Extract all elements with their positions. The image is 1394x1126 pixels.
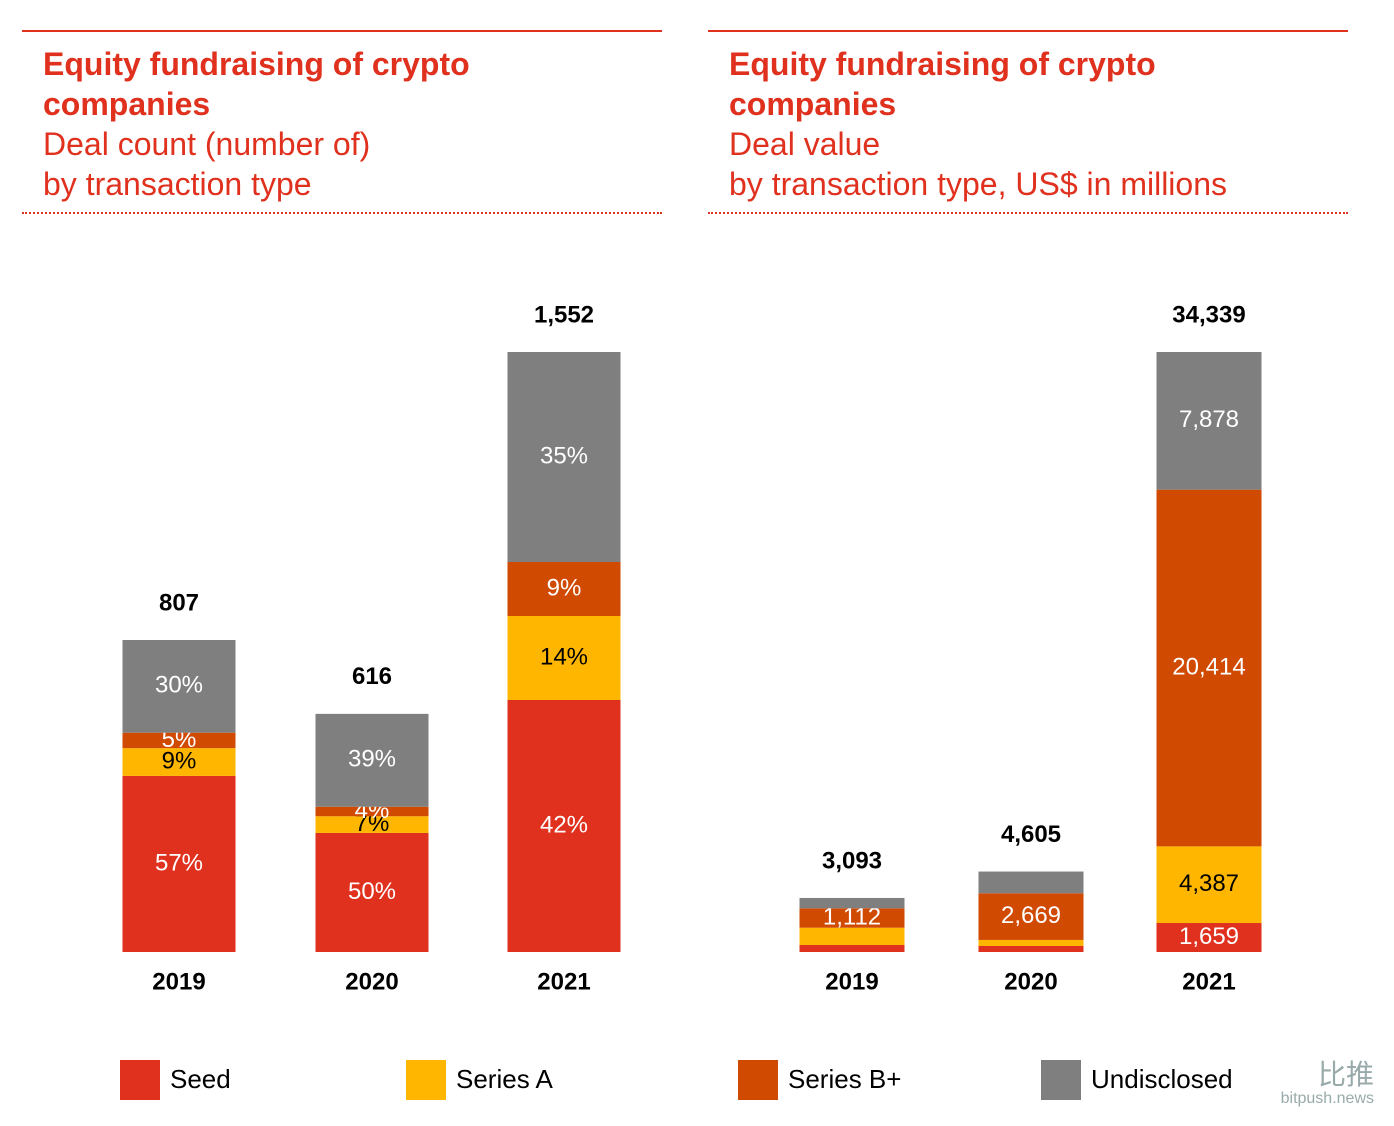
bar-segment [978,945,1084,952]
bar-segment [507,352,621,562]
bar-segment [315,832,429,952]
x-tick-label: 2020 [1004,968,1057,995]
bar-segment [315,806,429,817]
legend-label: Series A [456,1064,553,1094]
legend-label: Series B+ [788,1064,901,1094]
bar-segment [315,816,429,833]
bar-segment [799,897,905,909]
chart-title: Equity fundraising of crypto companies [729,46,1156,122]
legend-swatch [738,1060,778,1100]
data-label: 2,669 [1001,902,1061,929]
data-label: 9% [162,747,197,774]
watermark-brand: 比推 [1317,1059,1374,1090]
header: Equity fundraising of crypto companies D… [708,30,1348,214]
bar-segment [507,616,621,700]
bar-segment [122,732,236,749]
bar-segment [1156,923,1262,952]
data-label: 42% [540,811,588,838]
data-label: 1,659 [1179,923,1239,950]
legend-label: Seed [170,1064,231,1094]
x-tick-label: 2021 [537,968,590,995]
total-label: 616 [352,663,392,690]
bar-segment [1156,352,1262,490]
legend-swatch [406,1060,446,1100]
bar-segment [1156,489,1262,847]
data-label: 14% [540,643,588,670]
bar-segment [122,775,236,952]
x-tick-label: 2021 [1182,968,1235,995]
chart-title: Equity fundraising of crypto companies [43,46,470,122]
total-label: 34,339 [1172,301,1245,328]
x-tick-label: 2020 [345,968,398,995]
data-label: 4,387 [1179,870,1239,897]
data-label: 9% [547,574,582,601]
bar-segment [799,927,905,946]
bar-segment [799,945,905,952]
bar-segment [122,748,236,776]
header: Equity fundraising of crypto companies D… [22,30,662,214]
total-label: 3,093 [822,847,882,874]
data-label: 35% [540,442,588,469]
total-label: 1,552 [534,301,594,328]
bar-segment [799,908,905,928]
x-tick-label: 2019 [152,968,205,995]
data-label: 30% [155,672,203,699]
data-label: 39% [348,746,396,773]
subtitle: by transaction type [43,166,312,202]
bar-segment [315,713,429,807]
data-label: 57% [155,849,203,876]
x-tick-label: 2019 [825,968,878,995]
bar-segment [978,893,1084,940]
legend-swatch [1041,1060,1081,1100]
subtitle: by transaction type, US$ in millions [729,166,1227,202]
bar-segment [507,700,621,952]
bar-segment [978,939,1084,946]
legend-swatch [120,1060,160,1100]
legend-label: Undisclosed [1091,1064,1233,1094]
bar-segment [507,562,621,616]
watermark: 比推 bitpush.news [1281,1060,1374,1108]
data-label: 50% [348,878,396,905]
watermark-site: bitpush.news [1280,1090,1374,1107]
bar-segment [122,640,236,733]
data-label: 20,414 [1172,653,1245,680]
bar-segment [1156,846,1262,924]
total-label: 807 [159,589,199,616]
subtitle: Deal count (number of) [43,126,371,162]
bar-segment [978,871,1084,894]
total-label: 4,605 [1001,821,1061,848]
data-label: 7,878 [1179,406,1239,433]
subtitle: Deal value [729,126,881,162]
